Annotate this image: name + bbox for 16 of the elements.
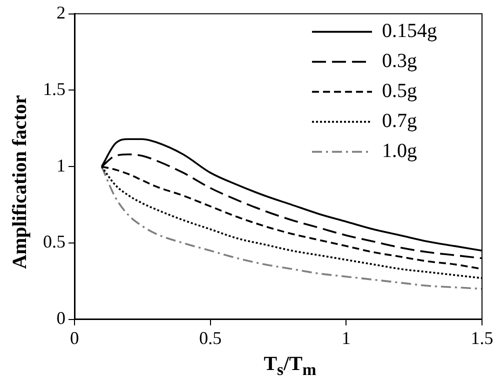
x-axis-title: T$_{s}$/T$_{m}$ <box>262 352 318 381</box>
legend-label: 0.5g <box>382 80 417 102</box>
legend-label: 0.154g <box>382 20 437 42</box>
y-tick-label: 0.5 <box>43 232 66 252</box>
legend-label: 0.3g <box>382 50 417 72</box>
y-tick-label: 0 <box>56 308 66 328</box>
x-tick-label: 0 <box>70 328 79 348</box>
y-axis-title: Amplification factor <box>8 94 32 271</box>
y-tick-label: 1 <box>56 155 66 176</box>
y-tick-label: 1.5 <box>43 78 66 99</box>
legend-label: 0.7g <box>382 110 417 132</box>
legend-label: 1.0g <box>382 140 417 162</box>
x-tick-label: 1.5 <box>470 328 494 348</box>
x-tick-label: 0.5 <box>199 328 222 348</box>
x-tick-label: 1 <box>342 328 351 348</box>
y-tick-label: 2 <box>56 2 66 23</box>
